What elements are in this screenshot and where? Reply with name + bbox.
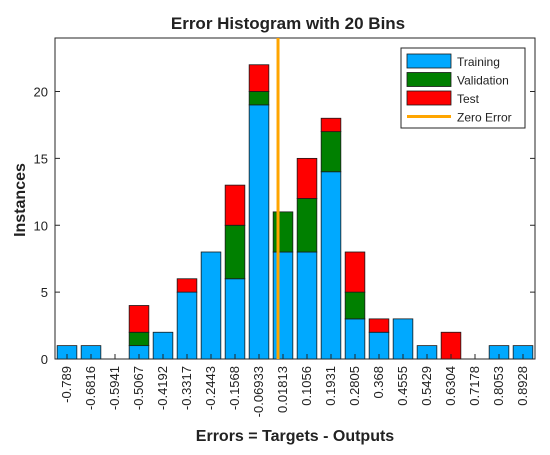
- bar-validation: [344, 291, 366, 320]
- axes-box: [54, 37, 536, 360]
- bar-training: [248, 104, 270, 360]
- legend: Training Validation Test Zero Error: [400, 47, 526, 129]
- bar-test: [368, 318, 390, 333]
- x-tick-label: 0.4555: [395, 366, 410, 406]
- y-tick-label: 5: [41, 285, 48, 300]
- bar-test: [176, 278, 198, 293]
- x-tick-label: 0.5429: [419, 366, 434, 406]
- x-tick-label: -0.5067: [131, 366, 146, 410]
- x-tick-label: -0.4192: [155, 366, 170, 410]
- legend-swatch-validation: [406, 72, 452, 87]
- x-tick-label: -0.6816: [83, 366, 98, 410]
- x-tick-label: 0.8928: [515, 366, 530, 406]
- x-tick-label: -0.5941: [107, 366, 122, 410]
- bar-validation: [320, 131, 342, 173]
- legend-label: Zero Error: [457, 111, 512, 125]
- bar-training: [224, 278, 246, 360]
- legend-label: Validation: [457, 74, 509, 88]
- legend-swatch-test: [406, 90, 452, 106]
- legend-label: Test: [457, 92, 480, 106]
- y-axis-label: Instances: [12, 163, 29, 237]
- bar-validation: [296, 198, 318, 253]
- bar-training: [296, 251, 318, 360]
- chart-title: Error Histogram with 20 Bins: [171, 14, 405, 33]
- x-tick-label: -0.3317: [179, 366, 194, 410]
- y-tick-label: 20: [34, 85, 48, 100]
- x-tick-label: 0.6304: [443, 366, 458, 406]
- legend-label: Training: [457, 55, 500, 69]
- x-tick-label: 0.1931: [323, 366, 338, 406]
- x-tick-label: 0.8053: [491, 366, 506, 406]
- bar-training: [272, 251, 294, 360]
- x-tick-label: 0.1056: [299, 366, 314, 406]
- bar-training: [344, 318, 366, 360]
- x-tick-label: 0.2805: [347, 366, 362, 406]
- x-tick-label: -0.2443: [203, 366, 218, 410]
- bar-validation: [248, 91, 270, 106]
- bar-test: [224, 184, 246, 226]
- x-tick-label: -0.789: [59, 366, 74, 403]
- y-tick-label: 15: [34, 151, 48, 166]
- bar-validation: [128, 331, 150, 347]
- bar-test: [248, 64, 270, 92]
- x-tick-label: -0.1568: [227, 366, 242, 410]
- bar-training: [176, 291, 198, 360]
- x-tick-label: -0.06933: [251, 366, 266, 417]
- bar-training: [200, 251, 222, 360]
- bar-training: [320, 171, 342, 360]
- bar-test: [344, 251, 366, 293]
- bar-validation: [224, 224, 246, 280]
- bar-training: [392, 318, 414, 360]
- bar-test: [128, 305, 150, 333]
- bar-test: [296, 157, 318, 199]
- x-tick-label: 0.7178: [467, 366, 482, 406]
- legend-swatch-training: [406, 53, 452, 69]
- y-tick-label: 10: [34, 218, 48, 233]
- bar-test: [320, 117, 342, 133]
- y-tick-label: 0: [41, 352, 48, 367]
- x-tick-label: 0.368: [371, 366, 386, 399]
- x-tick-label: 0.01813: [275, 366, 290, 413]
- x-axis-label: Errors = Targets - Outputs: [196, 428, 395, 445]
- bar-validation: [272, 211, 294, 253]
- plot-area: 0 5 10 15 20 -0.789 -0.6816 -0.5941 -0.5067 -0.41…: [34, 37, 536, 417]
